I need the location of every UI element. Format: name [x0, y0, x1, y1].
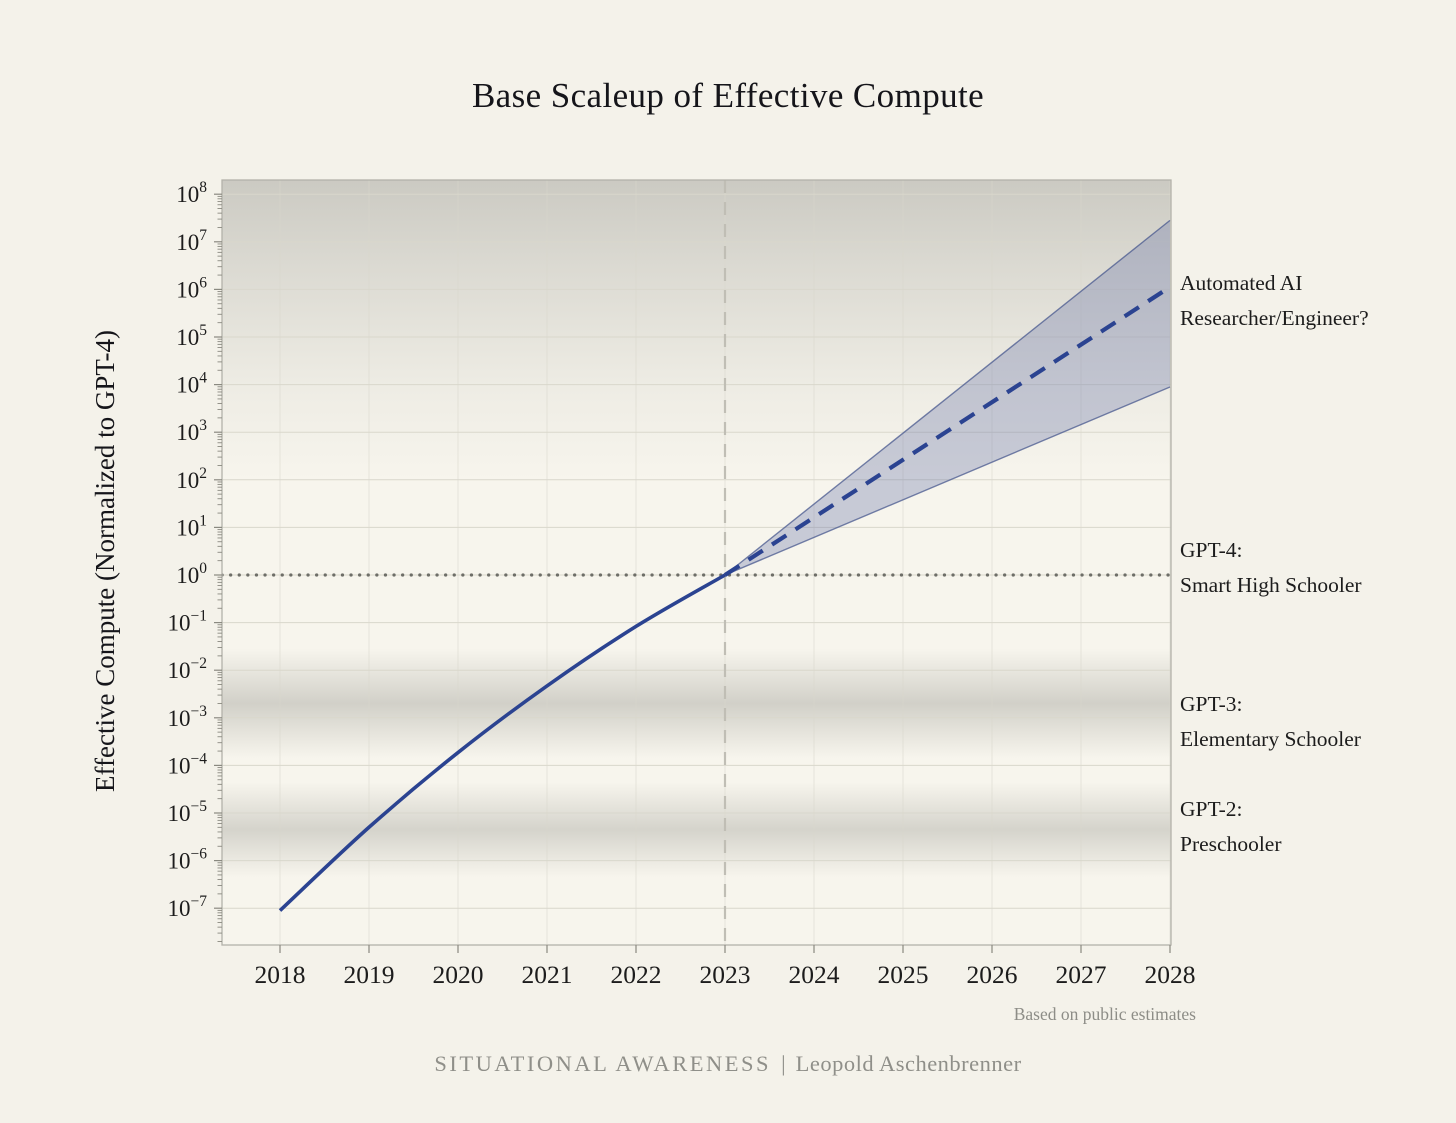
svg-text:108: 108: [176, 179, 207, 207]
annotation-line: GPT-3:: [1180, 692, 1243, 716]
svg-text:10−2: 10−2: [168, 655, 208, 683]
svg-text:10−3: 10−3: [168, 703, 208, 731]
svg-text:106: 106: [176, 274, 207, 302]
annotation-gpt3-level: GPT-3: Elementary Schooler: [1180, 687, 1361, 757]
gpt2-band: [222, 782, 1171, 878]
svg-text:2024: 2024: [789, 960, 840, 989]
source-note: Based on public estimates: [1013, 1004, 1196, 1024]
svg-text:2019: 2019: [344, 960, 395, 989]
svg-text:101: 101: [176, 512, 207, 540]
y-tick-labels: 10−7 10−6 10−5 10−4 10−3 10−2 10−1 100 101 102 103…: [168, 179, 208, 921]
svg-text:2028: 2028: [1145, 960, 1196, 989]
footer-brand: SITUATIONAL AWARENESS | Leopold Aschenbren…: [0, 1051, 1456, 1077]
svg-text:2021: 2021: [522, 960, 573, 989]
gpt3-band: [222, 648, 1171, 759]
svg-text:103: 103: [176, 417, 207, 445]
cone-lower-edge: [724, 386, 1171, 576]
brand-author: Leopold Aschenbrenner: [795, 1051, 1022, 1076]
svg-text:107: 107: [176, 227, 207, 255]
annotation-line: Elementary Schooler: [1180, 727, 1361, 751]
svg-text:2027: 2027: [1056, 960, 1107, 989]
annotation-line: Automated AI: [1180, 271, 1303, 295]
svg-text:104: 104: [176, 370, 207, 398]
chart-title: Base Scaleup of Effective Compute: [471, 76, 985, 115]
svg-text:102: 102: [176, 465, 207, 493]
historical-line: [278, 573, 726, 912]
annotation-line: GPT-4:: [1180, 538, 1243, 562]
annotation-line: Smart High Schooler: [1180, 573, 1362, 597]
annotation-line: Researcher/Engineer?: [1180, 306, 1369, 330]
annotation-line: Preschooler: [1180, 832, 1282, 856]
brand-name: SITUATIONAL AWARENESS: [434, 1051, 772, 1076]
annotation-gpt2-level: GPT-2: Preschooler: [1180, 792, 1282, 862]
brand-separator: |: [781, 1051, 786, 1076]
svg-text:10−5: 10−5: [168, 798, 208, 826]
svg-text:2018: 2018: [255, 960, 306, 989]
chart-layers: [222, 180, 1171, 945]
svg-text:2025: 2025: [878, 960, 929, 989]
svg-text:10−1: 10−1: [168, 608, 208, 636]
gridlines: [222, 180, 1171, 945]
svg-text:2020: 2020: [433, 960, 484, 989]
svg-text:10−4: 10−4: [168, 750, 208, 778]
svg-text:10−7: 10−7: [168, 893, 208, 921]
annotation-line: GPT-2:: [1180, 797, 1243, 821]
shaded-bands: [222, 180, 1171, 878]
annotation-automated-ai-researcher: Automated AI Researcher/Engineer?: [1180, 266, 1369, 336]
projection-line: [723, 285, 1171, 577]
svg-text:100: 100: [176, 560, 207, 588]
x-tick-labels: 2018 2019 2020 2021 2022 2023 2024 2025 2026 2027…: [255, 960, 1196, 989]
cone-upper-edge: [724, 219, 1171, 576]
svg-text:2022: 2022: [611, 960, 662, 989]
svg-text:105: 105: [176, 322, 207, 350]
annotation-gpt4-level: GPT-4: Smart High Schooler: [1180, 533, 1362, 603]
axis-ticks: [214, 193, 1171, 953]
svg-text:2023: 2023: [700, 960, 751, 989]
automated-researcher-band: [222, 180, 1171, 480]
svg-text:10−6: 10−6: [168, 846, 208, 874]
svg-text:2026: 2026: [967, 960, 1018, 989]
plot-border: [221, 179, 1172, 946]
